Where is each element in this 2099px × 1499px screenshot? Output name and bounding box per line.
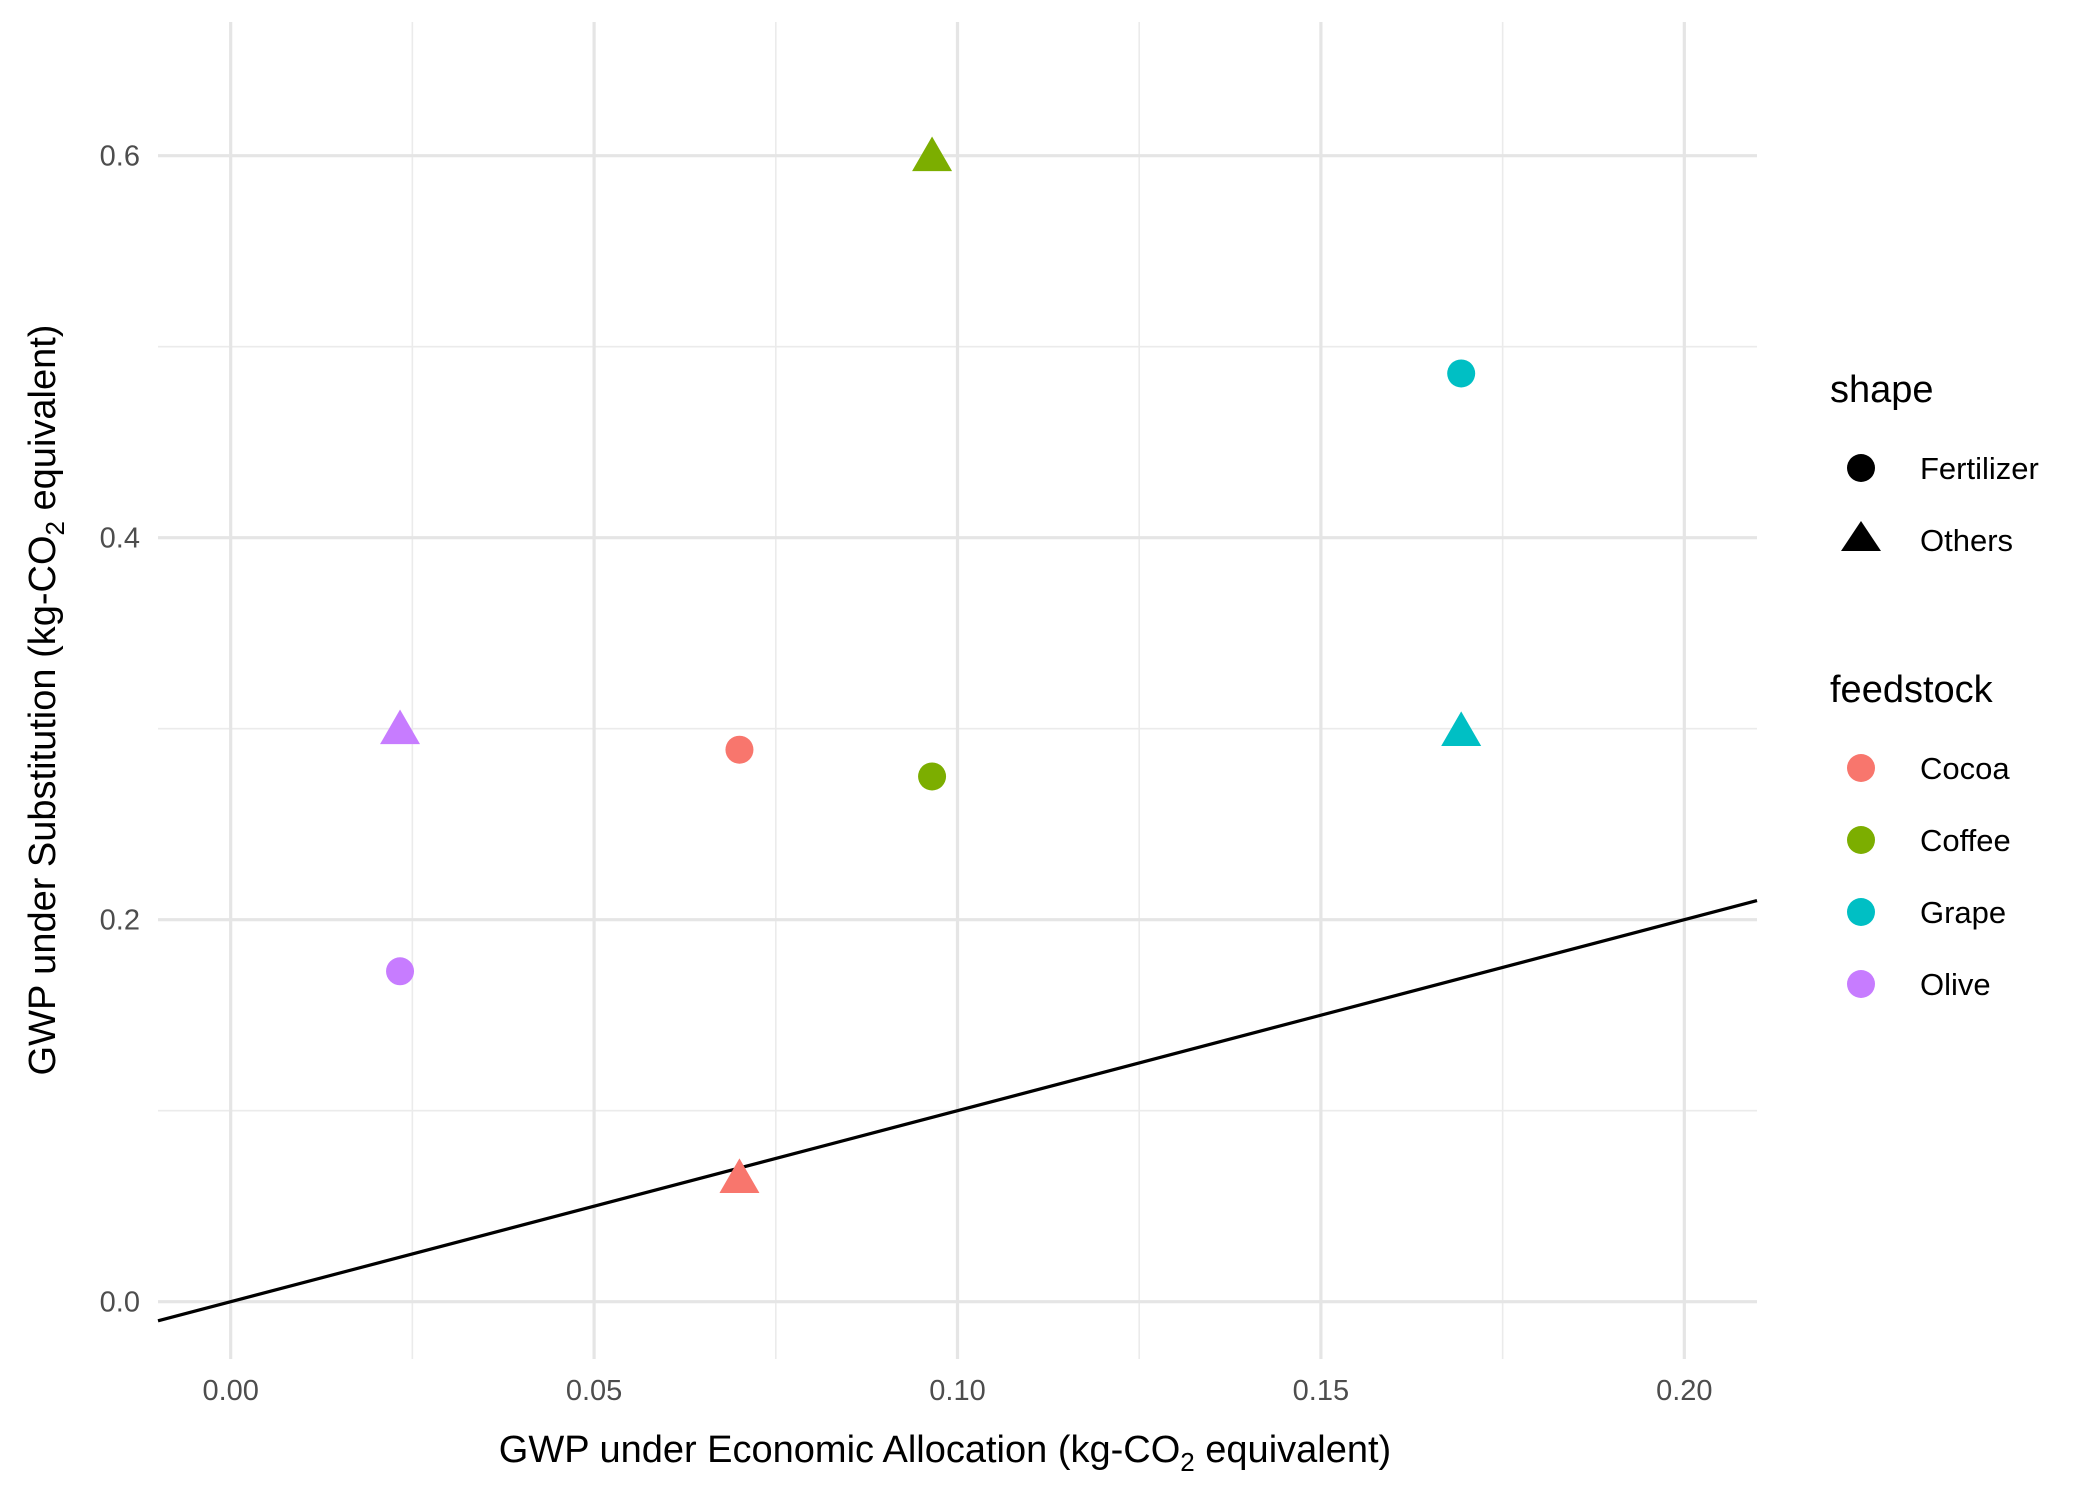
data-point-grape-fertilizer xyxy=(1447,359,1476,388)
x-tick-label: 0.10 xyxy=(929,1375,985,1407)
data-points xyxy=(380,136,1482,1193)
data-point-coffee-fertilizer xyxy=(918,762,947,791)
x-tick-label: 0.05 xyxy=(566,1375,622,1407)
x-axis-tick-labels: 0.00 0.05 0.10 0.15 0.20 xyxy=(202,1375,1712,1407)
legend-label-olive: Olive xyxy=(1920,967,1991,1002)
y-tick-label: 0.2 xyxy=(100,905,140,937)
x-axis-title-prefix: GWP under Economic Allocation (kg-CO xyxy=(499,1429,1180,1471)
legend-key-fertilizer xyxy=(1847,454,1875,482)
x-tick-label: 0.00 xyxy=(202,1375,258,1407)
data-point-cocoa-others xyxy=(719,1158,760,1193)
legend: shape Fertilizer Others feedstock Cocoa … xyxy=(1830,369,2039,1002)
y-axis-title-prefix: GWP under Substitution (kg-CO xyxy=(22,535,64,1075)
y-tick-label: 0.0 xyxy=(100,1287,140,1319)
legend-label-cocoa: Cocoa xyxy=(1920,751,2010,786)
x-tick-label: 0.20 xyxy=(1656,1375,1712,1407)
legend-shape-title: shape xyxy=(1830,369,1934,411)
legend-key-grape xyxy=(1847,898,1875,926)
reference-line xyxy=(157,899,1758,1323)
y-axis-title-subscript: 2 xyxy=(40,521,70,535)
x-axis-title: GWP under Economic Allocation (kg-CO2 eq… xyxy=(499,1429,1391,1477)
data-point-olive-others xyxy=(380,709,421,745)
legend-key-others xyxy=(1841,521,1881,551)
y-tick-label: 0.6 xyxy=(100,141,140,173)
x-tick-label: 0.15 xyxy=(1293,1375,1349,1407)
y-tick-label: 0.4 xyxy=(100,523,140,555)
reference-line-group xyxy=(157,899,1758,1323)
y-axis-title: GWP under Substitution (kg-CO2 equivalen… xyxy=(22,325,70,1076)
legend-label-fertilizer: Fertilizer xyxy=(1920,451,2039,486)
y-axis-title-suffix: equivalent) xyxy=(22,325,64,521)
data-point-olive-fertilizer xyxy=(386,957,415,986)
legend-label-others: Others xyxy=(1920,523,2013,558)
legend-key-cocoa xyxy=(1847,754,1875,782)
legend-feedstock-title: feedstock xyxy=(1830,669,1994,711)
x-axis-title-subscript: 2 xyxy=(1180,1447,1194,1477)
data-point-coffee-others xyxy=(912,136,953,172)
legend-label-grape: Grape xyxy=(1920,895,2006,930)
major-gridlines xyxy=(158,22,1757,1359)
legend-key-coffee xyxy=(1847,826,1875,854)
legend-label-coffee: Coffee xyxy=(1920,823,2011,858)
data-point-cocoa-fertilizer xyxy=(725,735,754,764)
legend-key-olive xyxy=(1847,970,1875,998)
x-axis-title-suffix: equivalent) xyxy=(1195,1429,1391,1471)
data-point-grape-others xyxy=(1441,711,1482,747)
y-axis-tick-labels: 0.0 0.2 0.4 0.6 xyxy=(100,141,140,1319)
